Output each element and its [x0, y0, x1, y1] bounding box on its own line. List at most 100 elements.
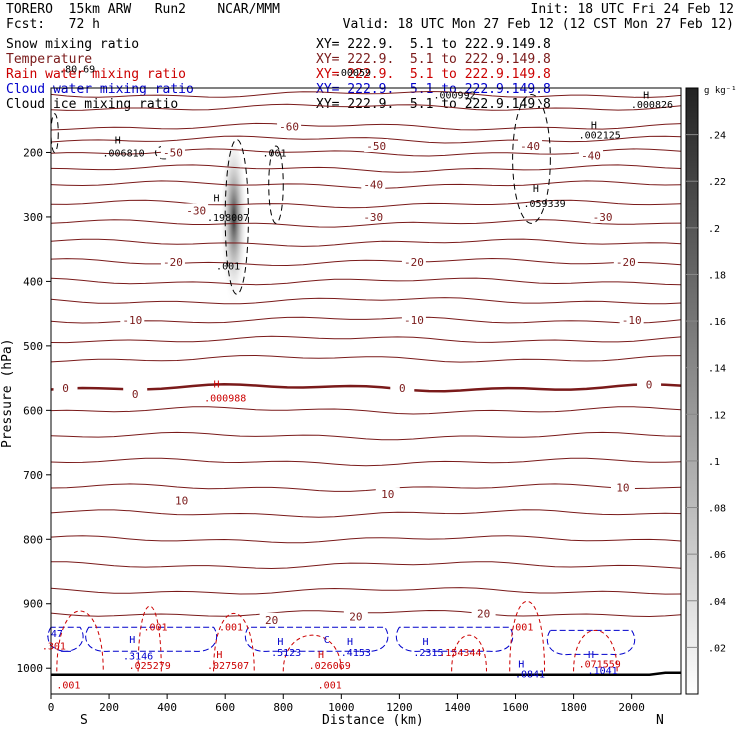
- extremum-label: .071559: [579, 660, 621, 671]
- x-tick-label: 1600: [502, 701, 529, 714]
- extremum-label: .001: [263, 148, 287, 159]
- extremum-label: .027507: [207, 661, 249, 672]
- extremum-label: .80.69: [59, 65, 95, 76]
- x-axis-label: Distance (km): [322, 713, 424, 728]
- isotherm-label-bg: [518, 139, 543, 153]
- cloud-water-contour: [546, 629, 636, 655]
- isotherm-label-bg: [123, 387, 148, 401]
- rain-contour: [573, 630, 618, 672]
- rain-contour: [56, 610, 104, 672]
- extremum-label: H: [347, 637, 353, 648]
- x-axis-left-end: S: [80, 713, 88, 728]
- colorbar-tick-label: .08: [708, 504, 726, 515]
- y-tick-label: 700: [23, 469, 43, 482]
- isotherm-label: -20: [404, 256, 424, 269]
- plot-frame: [50, 87, 682, 695]
- cloud-water-contour: [395, 626, 514, 652]
- cloud-ice-contour: [512, 93, 551, 224]
- colorbar-tick-label: .2: [708, 224, 720, 235]
- x-tick-label: 200: [99, 701, 119, 714]
- isotherm-label: 0: [132, 388, 139, 401]
- colorbar-tick-label: .14: [708, 364, 726, 375]
- colorbar-tick-label: .04: [708, 597, 726, 608]
- isotherm-label: -10: [622, 314, 642, 327]
- isotherm: [50, 354, 682, 363]
- legend-xy: XY= 222.9. 5.1 to 222.9.149.8: [316, 97, 551, 112]
- isotherm: [50, 431, 682, 441]
- isotherm: [50, 257, 682, 267]
- rain-contour: [137, 605, 162, 672]
- colorbar-tick-label: .22: [708, 177, 726, 188]
- isotherm-label: 10: [381, 488, 394, 501]
- isotherm: [50, 587, 682, 595]
- isotherm-label-bg: [259, 612, 284, 626]
- extremum-label: H: [277, 637, 283, 648]
- isotherm: [50, 238, 682, 247]
- legend-entry: Snow mixing ratio: [6, 37, 140, 52]
- cloud-water-contour: [85, 626, 218, 652]
- isotherm-label: -40: [363, 179, 383, 192]
- extremum-label: .47: [45, 629, 63, 640]
- isotherm: [50, 483, 682, 492]
- isotherm: [50, 297, 682, 305]
- x-tick-label: 2000: [618, 701, 645, 714]
- legend-xy: XY= 222.9. 5.1 to 222.9.149.8: [316, 67, 551, 82]
- isotherm: [51, 561, 682, 570]
- legend-entry: Cloud water mixing ratio: [6, 82, 194, 97]
- valid-time: Valid: 18 UTC Mon 27 Feb 12 (12 CST Mon …: [342, 17, 734, 32]
- extremum-label: .001: [143, 622, 167, 633]
- extremum-label: .059339: [523, 199, 565, 210]
- isotherm-label-bg: [401, 255, 426, 269]
- cloud-ice-contour: [50, 113, 59, 153]
- colorbar: [685, 87, 699, 695]
- extremum-label: .000992: [433, 90, 475, 101]
- extremum-label: .000826: [631, 100, 673, 111]
- x-tick-label: 1000: [328, 701, 355, 714]
- y-tick-label: 1000: [17, 662, 44, 675]
- extremum-label: .026069: [309, 661, 351, 672]
- isotherm-label-bg: [361, 209, 386, 223]
- y-tick-label: 200: [23, 146, 43, 159]
- isotherm-label: 20: [349, 611, 362, 624]
- isotherm-label-bg: [619, 313, 644, 327]
- x-tick-label: 1400: [444, 701, 471, 714]
- isotherm: [50, 382, 682, 393]
- extremum-label: H: [518, 660, 524, 671]
- y-tick-label: 400: [23, 275, 43, 288]
- extremum-label: .2315: [413, 648, 443, 659]
- legend-entry: Rain water mixing ratio: [6, 67, 187, 82]
- extremum-label: .006810: [103, 148, 145, 159]
- isotherm-label: -10: [404, 314, 424, 327]
- x-axis-right-end: N: [656, 713, 664, 728]
- extremum-label: .002125: [579, 130, 621, 141]
- isotherm-label-bg: [590, 209, 615, 223]
- isotherm: [50, 135, 682, 144]
- rain-contour: [213, 612, 255, 672]
- isotherm-label-bg: [160, 255, 185, 269]
- isotherm-label: -20: [616, 256, 636, 269]
- isotherm-label: -50: [163, 146, 183, 159]
- y-tick-label: 600: [23, 404, 43, 417]
- extremum-label: .0841: [515, 669, 545, 680]
- x-tick-label: 1200: [386, 701, 413, 714]
- isotherm-label: -50: [366, 140, 386, 153]
- extremum-label: .001: [318, 680, 342, 691]
- colorbar-tick-label: .12: [708, 410, 726, 421]
- isotherm-label-bg: [184, 203, 209, 217]
- isotherm: [50, 335, 682, 344]
- isotherm-label: 10: [175, 495, 188, 508]
- extremum-label: .301: [42, 642, 66, 653]
- extremum-label: H: [213, 194, 219, 205]
- extremum-label: .1041: [588, 666, 618, 677]
- extremum-label: .025279: [129, 661, 171, 672]
- x-tick-label: 0: [48, 701, 55, 714]
- isotherm: [50, 277, 682, 286]
- isotherm-label-bg: [375, 487, 400, 501]
- isotherm-label: -10: [122, 314, 142, 327]
- extremum-label: .154344: [439, 648, 481, 659]
- isotherm-label-bg: [169, 493, 194, 507]
- extremum-label: .3146: [123, 651, 153, 662]
- extremum-label: .001: [56, 680, 80, 691]
- isotherm: [50, 509, 682, 518]
